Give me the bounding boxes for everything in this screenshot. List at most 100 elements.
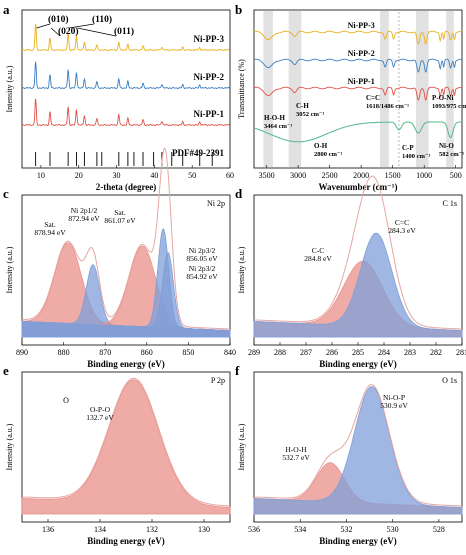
panel-letter-d: d bbox=[235, 186, 243, 201]
band-label: H-O-H bbox=[264, 114, 286, 122]
series-line-ni-pp-1 bbox=[21, 98, 230, 127]
x-tick-label: 3000 bbox=[290, 171, 306, 180]
x-axis-label-d: Binding energy (eV) bbox=[319, 359, 397, 369]
x-tick-label: 870 bbox=[99, 348, 111, 357]
ftir-line-ni-pp-2 bbox=[253, 58, 462, 73]
band-value: 1093/975 cm⁻¹ bbox=[432, 103, 466, 110]
xps-peak-fill bbox=[253, 232, 463, 338]
x-tick-label: 530 bbox=[387, 525, 399, 534]
x-tick-label: 288 bbox=[274, 348, 286, 357]
peak-name: Ni 2p3/2 bbox=[189, 264, 216, 273]
x-axis-label-e: Binding energy (eV) bbox=[87, 536, 165, 546]
xps-peak-fill bbox=[21, 252, 231, 338]
band-label: Ni-O bbox=[439, 142, 454, 150]
core-level-label: P 2p bbox=[211, 376, 225, 385]
y-axis-label-d: Intensity (a.u.) bbox=[237, 246, 246, 293]
y-axis-label-a: Intensity (a.u.) bbox=[5, 65, 14, 112]
peak-name: Sat. bbox=[114, 208, 126, 217]
y-axis-label-e: Intensity (a.u.) bbox=[5, 423, 14, 470]
band-label: C=C bbox=[366, 94, 380, 102]
xps-envelope bbox=[22, 147, 230, 330]
y-axis-label-f: Intensity (a.u.) bbox=[237, 423, 246, 470]
band-value: 3052 cm⁻¹ bbox=[296, 111, 324, 118]
ftir-line-ni-pp-1 bbox=[253, 86, 462, 101]
xps-envelope bbox=[22, 377, 230, 507]
panel-letter-c: c bbox=[3, 186, 9, 201]
band-value: 582 cm⁻¹ bbox=[439, 151, 464, 158]
peak-name: Ni 2p1/2 bbox=[71, 206, 98, 215]
band-value: 1400 cm⁻¹ bbox=[402, 153, 430, 160]
x-tick-label: 1500 bbox=[385, 171, 401, 180]
x-tick-label: 528 bbox=[433, 525, 445, 534]
series-label: Ni-PP-2 bbox=[348, 49, 375, 58]
panel-letter-f: f bbox=[235, 363, 240, 378]
ftir-line-ni-pp-3 bbox=[253, 30, 462, 45]
x-tick-label: 536 bbox=[248, 525, 260, 534]
hkl-label: (011) bbox=[114, 26, 134, 37]
series-label: Ni-PP-1 bbox=[348, 77, 375, 86]
x-tick-label: 286 bbox=[326, 348, 338, 357]
xps-envelope bbox=[254, 175, 462, 330]
peak-value: 878.94 eV bbox=[34, 228, 66, 237]
hkl-label: (110) bbox=[92, 14, 112, 25]
xps-peak-fill bbox=[253, 386, 463, 515]
peak-name: Ni 2p3/2 bbox=[189, 246, 216, 255]
hkl-arrow bbox=[50, 27, 61, 37]
peak-name: C=C bbox=[395, 218, 409, 227]
band-value: 3464 cm⁻¹ bbox=[264, 123, 292, 130]
core-level-label: Ni 2p bbox=[207, 199, 225, 208]
x-tick-label: 880 bbox=[58, 348, 70, 357]
x-tick-label: 283 bbox=[404, 348, 416, 357]
band-value: 2800 cm⁻¹ bbox=[314, 151, 342, 158]
peak-value: 284.3 eV bbox=[388, 226, 416, 235]
x-tick-label: 287 bbox=[300, 348, 312, 357]
plot-frame-a bbox=[21, 9, 231, 169]
x-tick-label: 20 bbox=[75, 171, 83, 180]
plot-frame-b bbox=[253, 9, 463, 169]
peak-value: 132.7 eV bbox=[86, 413, 114, 422]
ftir-line-reference bbox=[253, 121, 462, 143]
xps-peak-fill bbox=[21, 379, 231, 515]
highlight-band bbox=[263, 11, 273, 167]
x-tick-label: 3500 bbox=[259, 171, 275, 180]
x-tick-label: 890 bbox=[16, 348, 28, 357]
x-tick-label: 282 bbox=[430, 348, 442, 357]
x-tick-label: 289 bbox=[248, 348, 260, 357]
x-tick-label: 134 bbox=[94, 525, 106, 534]
peak-value: 284.8 eV bbox=[304, 254, 332, 263]
peak-value: 532.7 eV bbox=[282, 453, 310, 462]
hkl-arrow bbox=[77, 27, 117, 37]
peak-name: Ni-O-P bbox=[383, 393, 405, 402]
series-line-ni-pp-2 bbox=[21, 61, 230, 90]
structure-atom-label: O bbox=[63, 396, 69, 405]
peak-value: 861.07 eV bbox=[104, 216, 136, 225]
peak-value: 854.92 eV bbox=[186, 272, 218, 281]
y-axis-label-b: Transmittance (%) bbox=[237, 59, 246, 119]
panel-letter-b: b bbox=[235, 2, 242, 17]
x-axis-label-b: Wavenumber (cm⁻¹) bbox=[318, 182, 397, 192]
x-axis-label-f: Binding energy (eV) bbox=[319, 536, 397, 546]
peak-name: Sat. bbox=[44, 220, 56, 229]
band-label: O-H bbox=[314, 142, 328, 150]
x-tick-label: 130 bbox=[198, 525, 210, 534]
x-tick-label: 500 bbox=[450, 171, 462, 180]
x-tick-label: 534 bbox=[294, 525, 306, 534]
series-line-ni-pp-3 bbox=[21, 23, 230, 52]
series-label: Ni-PP-1 bbox=[194, 109, 225, 119]
x-tick-label: 30 bbox=[113, 171, 121, 180]
panel-letter-a: a bbox=[3, 2, 10, 17]
x-tick-label: 40 bbox=[150, 171, 158, 180]
x-tick-label: 284 bbox=[378, 348, 390, 357]
x-tick-label: 840 bbox=[224, 348, 236, 357]
highlight-band bbox=[288, 11, 302, 167]
panel-a: a 2-theta (degree) Intensity (a.u.) 10 20 30 4… bbox=[3, 2, 234, 192]
peak-value: 856.05 eV bbox=[186, 254, 218, 263]
xps-envelope bbox=[254, 384, 462, 507]
peak-value: 872.94 eV bbox=[68, 214, 100, 223]
panel-d: d Binding energy (eV) Intensity (a.u.) 289 2… bbox=[235, 175, 466, 369]
x-tick-label: 60 bbox=[226, 171, 234, 180]
series-label: Ni-PP-3 bbox=[348, 21, 375, 30]
panel-c: c Binding energy (eV) Intensity (a.u.) 890 8… bbox=[3, 147, 236, 369]
peak-name: C-C bbox=[312, 246, 325, 255]
